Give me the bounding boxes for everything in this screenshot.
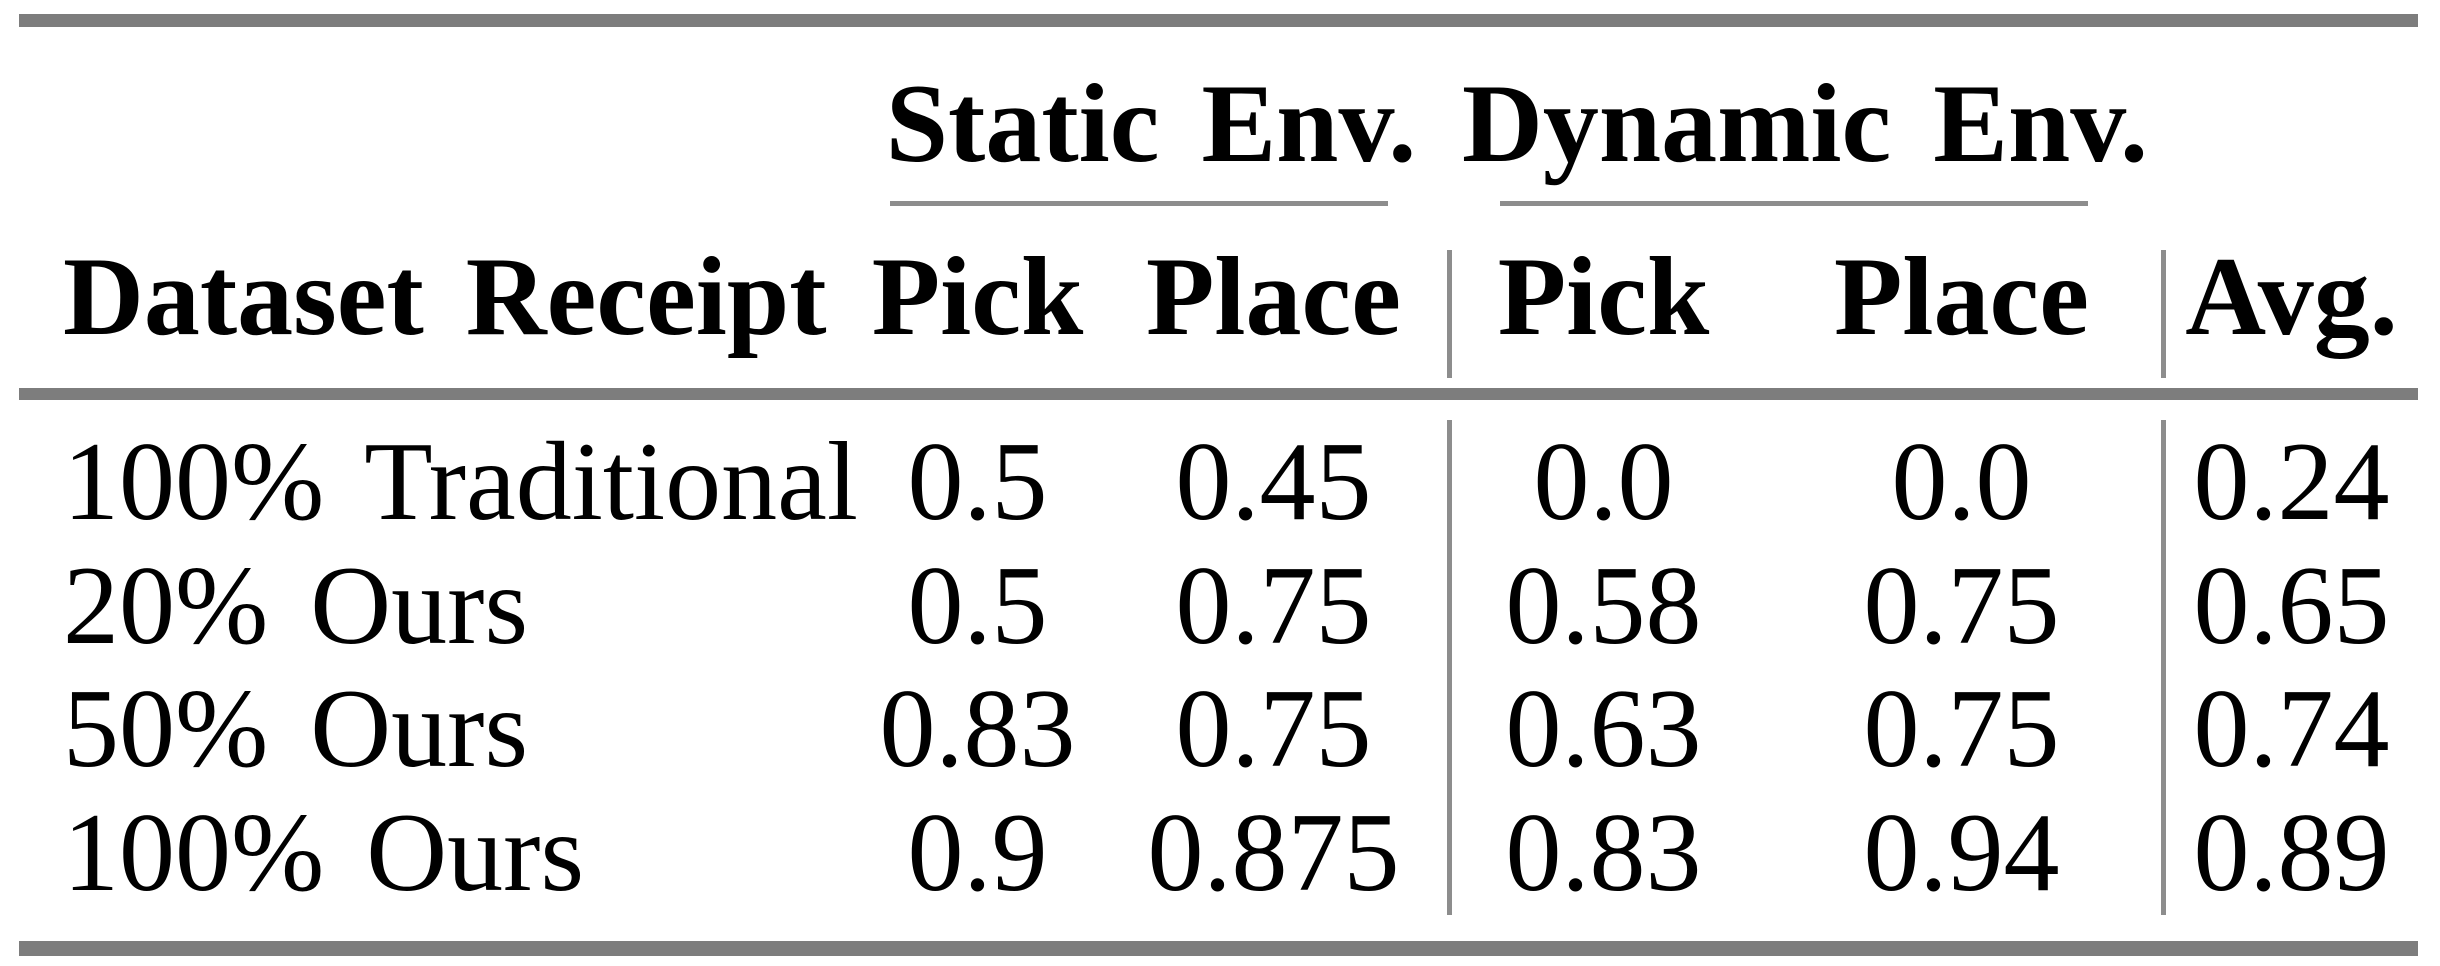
- table-header-row: Dataset Receipt Pick Place Pick Place Av…: [20, 207, 2420, 386]
- column-group-static-env: Static Env.: [885, 62, 1417, 186]
- table-row: 20% Ours 0.5 0.75 0.58 0.75 0.65: [20, 544, 2420, 668]
- col-header-avg: Avg.: [2185, 234, 2398, 359]
- dynamic-place-value: 0.75: [1863, 667, 2060, 792]
- table-row: 50% Ours 0.83 0.75 0.63 0.75 0.74: [20, 668, 2420, 792]
- static-pick-value: 0.5: [907, 419, 1048, 544]
- row-label: 100% Traditional: [63, 419, 858, 544]
- col-header-static-pick: Pick: [871, 234, 1084, 359]
- row-label: 50% Ours: [63, 667, 529, 792]
- static-place-value: 0.75: [1175, 543, 1372, 668]
- dynamic-pick-value: 0.58: [1505, 543, 1702, 668]
- static-env-underline-rule: [890, 201, 1388, 206]
- body-separator-avg: [2161, 420, 2166, 915]
- dynamic-pick-value: 0.0: [1533, 419, 1674, 544]
- static-pick-value: 0.9: [907, 791, 1048, 916]
- col-header-dynamic-place: Place: [1834, 234, 2089, 359]
- table-mid-rule: [19, 388, 2418, 400]
- row-label: 100% Ours: [63, 791, 585, 916]
- dynamic-env-underline-rule: [1500, 201, 2088, 206]
- col-header-dataset-receipt: Dataset Receipt: [63, 234, 827, 359]
- dynamic-place-value: 0.0: [1891, 419, 2032, 544]
- static-place-value: 0.45: [1175, 419, 1372, 544]
- row-label: 20% Ours: [63, 543, 529, 668]
- header-separator-static-dynamic: [1447, 250, 1452, 378]
- static-place-value: 0.875: [1147, 791, 1400, 916]
- dynamic-pick-value: 0.83: [1505, 791, 1702, 916]
- dynamic-place-value: 0.75: [1863, 543, 2060, 668]
- table-row: 100% Ours 0.9 0.875 0.83 0.94 0.89: [20, 791, 2420, 915]
- avg-value: 0.74: [2193, 667, 2390, 792]
- header-separator-avg: [2161, 250, 2166, 378]
- static-pick-value: 0.83: [879, 667, 1076, 792]
- col-header-dynamic-pick: Pick: [1497, 234, 1710, 359]
- dynamic-pick-value: 0.63: [1505, 667, 1702, 792]
- avg-value: 0.24: [2193, 419, 2390, 544]
- column-group-dynamic-env: Dynamic Env.: [1461, 62, 2149, 186]
- dynamic-place-value: 0.94: [1863, 791, 2060, 916]
- table-top-rule: [19, 14, 2418, 27]
- body-separator-static-dynamic: [1447, 420, 1452, 915]
- static-place-value: 0.75: [1175, 667, 1372, 792]
- table-bottom-rule: [19, 941, 2418, 956]
- table-body: 100% Traditional 0.5 0.45 0.0 0.0 0.24 2…: [20, 420, 2420, 915]
- avg-value: 0.89: [2193, 791, 2390, 916]
- col-header-static-place: Place: [1146, 234, 1401, 359]
- avg-value: 0.65: [2193, 543, 2390, 668]
- table-row: 100% Traditional 0.5 0.45 0.0 0.0 0.24: [20, 420, 2420, 544]
- static-pick-value: 0.5: [907, 543, 1048, 668]
